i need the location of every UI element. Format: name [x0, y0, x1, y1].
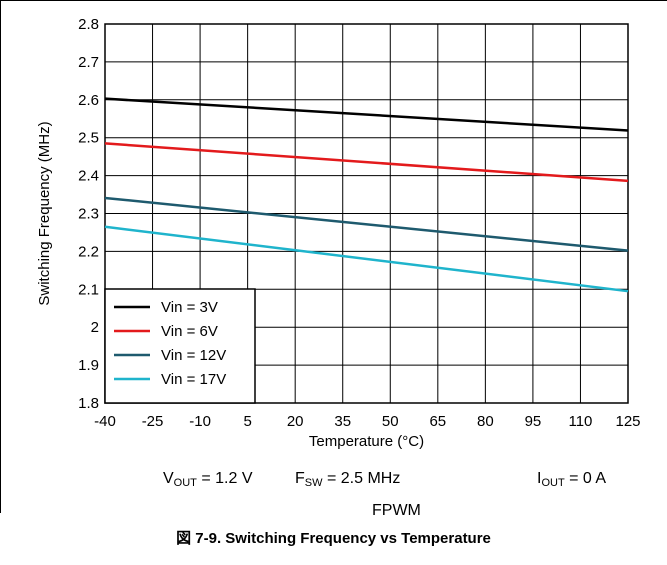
fsw-condition: FSW = 2.5 MHz [295, 470, 400, 489]
iout-value: = 0 A [564, 470, 607, 487]
iout-subscript: OUT [541, 477, 565, 489]
x-tick-label: 35 [334, 413, 351, 430]
fsw-value: = 2.5 MHz [322, 470, 401, 487]
y-tick-label: 2.2 [78, 243, 99, 260]
y-tick-label: 2.8 [78, 16, 99, 33]
iout-condition: IOUT = 0 A [537, 470, 606, 489]
legend-entry: Vin = 3V [161, 299, 218, 316]
y-tick-label: 2.7 [78, 54, 99, 71]
x-tick-label: 65 [429, 413, 446, 430]
plot-area-border [104, 23, 629, 404]
y-tick-label: 2.6 [78, 92, 99, 109]
figure-caption: 図 7-9. Switching Frequency vs Temperatur… [176, 530, 491, 547]
x-tick-label: 95 [525, 413, 542, 430]
x-tick-label: 20 [287, 413, 304, 430]
series-line-2 [104, 142, 629, 183]
x-tick-label: 5 [243, 413, 251, 430]
x-tick-label: 80 [477, 413, 494, 430]
x-tick-label: -40 [94, 413, 116, 430]
vout-subscript: OUT [173, 477, 197, 489]
y-tick-label: 2.4 [78, 168, 99, 185]
y-axis-label: Switching Frequency (MHz) [36, 121, 53, 305]
x-tick-label: 50 [382, 413, 399, 430]
vout-value: = 1.2 V [196, 470, 253, 487]
legend-entry: Vin = 6V [161, 323, 218, 340]
y-tick-label: 1.9 [78, 357, 99, 374]
y-tick-label: 2 [91, 319, 99, 336]
mode-label: FPWM [372, 502, 421, 519]
x-tick-label: 110 [568, 413, 592, 430]
x-tick-label: -25 [142, 413, 164, 430]
series-line-1 [104, 97, 629, 132]
x-tick-label: 125 [615, 413, 640, 430]
fsw-symbol: F [295, 470, 305, 487]
vout-condition: VOUT = 1.2 V [163, 470, 253, 489]
series-line-3 [104, 196, 629, 252]
y-tick-label: 2.1 [78, 281, 99, 298]
fsw-subscript: SW [304, 477, 323, 489]
series-line-4 [104, 225, 629, 293]
y-tick-label: 2.5 [78, 130, 99, 147]
legend-entry: Vin = 12V [161, 347, 226, 364]
y-tick-label: 2.3 [78, 206, 99, 223]
vout-symbol: V [163, 470, 174, 487]
legend-entry: Vin = 17V [161, 371, 226, 388]
line-chart: -40 -25 -10 5 20 35 50 65 80 95 110 125 1.8 1.9 2 2.1 2.… [36, 16, 641, 450]
x-axis-label: Temperature (°C) [309, 433, 424, 450]
x-tick-label: -10 [189, 413, 211, 430]
y-tick-label: 1.8 [78, 395, 99, 412]
iout-symbol: I [537, 470, 542, 487]
